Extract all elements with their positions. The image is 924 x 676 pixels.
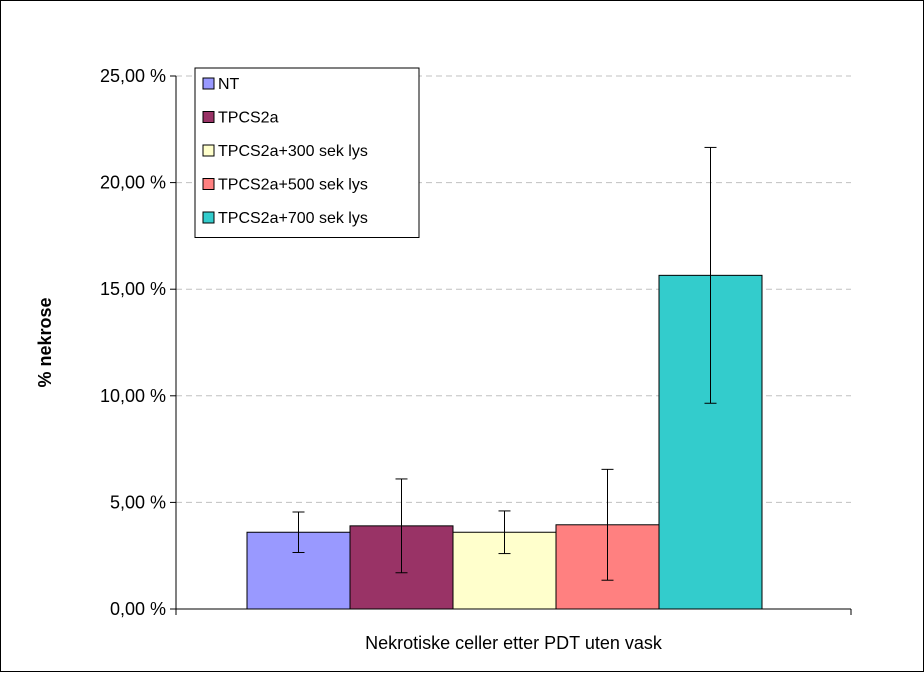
y-tick-label: 25,00 % [100,66,166,86]
legend-label: TPCS2a+300 sek lys [218,143,368,160]
legend-swatch [202,144,215,157]
error-bars [292,146,717,581]
legend-box [194,67,420,238]
legend-label: NT [218,76,240,93]
y-axis-label-group: % nekrose [35,297,55,387]
y-tick-label: 0,00 % [110,599,166,619]
legend-label: TPCS2a+700 sek lys [218,210,368,227]
legend-swatch [202,178,215,190]
y-tick-label: 5,00 % [110,492,166,512]
x-axis-label: Nekrotiske celler etter PDT uten vask [365,633,663,653]
legend-swatch [202,111,215,123]
legend-swatch [202,211,215,224]
y-axis-ticks: 0,00 % 5,00 % 10,00 % 15,00 % 20,00 % 25,00 % [100,66,852,619]
legend-label: TPCS2a [218,110,279,127]
y-tick-label: 15,00 % [100,279,166,299]
legend-swatch [202,77,215,90]
y-axis-label: % nekrose [35,297,55,387]
y-tick-label: 20,00 % [100,173,166,193]
legend: NT TPCS2a TPCS2a+300 sek lys TPCS2a+500 sek… [194,67,420,238]
y-tick-label: 10,00 % [100,386,166,406]
bars [246,274,763,610]
legend-label: TPCS2a+500 sek lys [218,177,368,194]
